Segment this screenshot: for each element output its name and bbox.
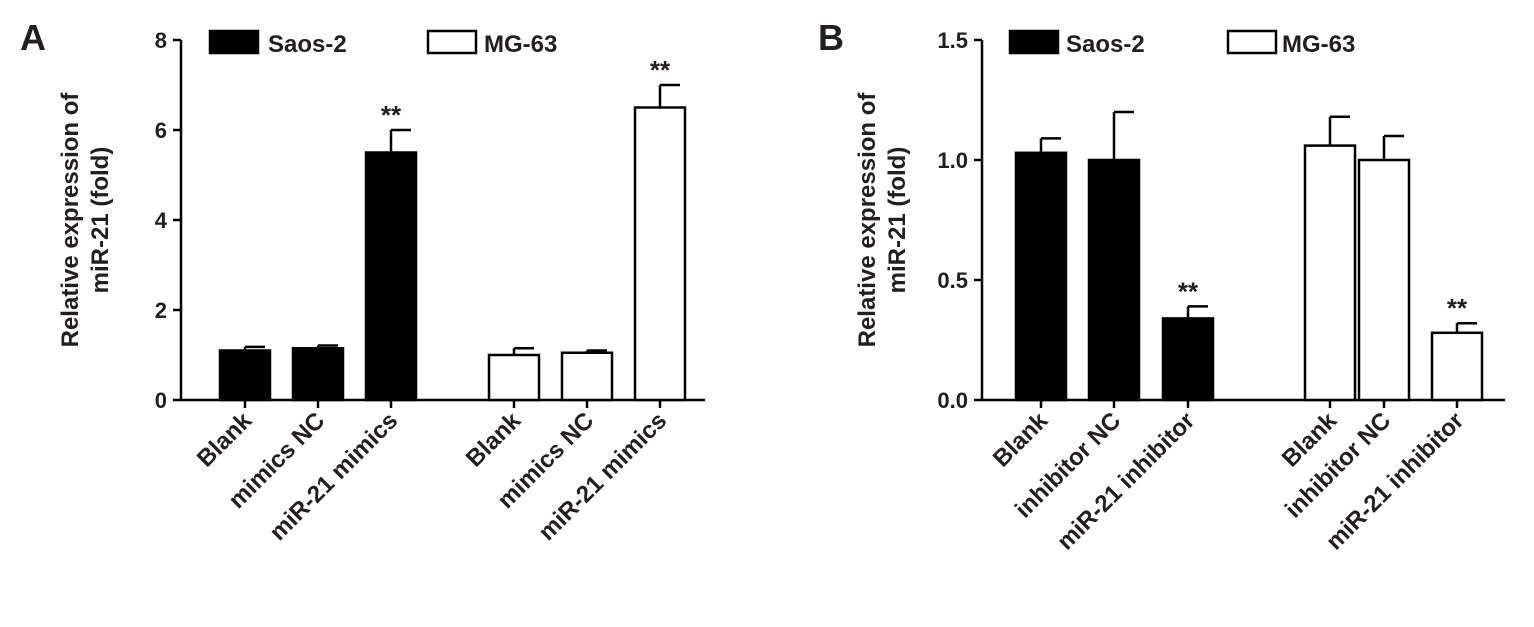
x-tick-label: Blank bbox=[461, 407, 527, 473]
bar bbox=[633, 106, 687, 402]
y-tick-label: 6 bbox=[155, 118, 167, 143]
bar bbox=[1430, 331, 1484, 402]
bar bbox=[487, 353, 541, 402]
y-tick-label: 0.5 bbox=[937, 268, 968, 293]
panel-a: A Relative expression of miR-21 (fold) 0 2 4 6… bbox=[20, 17, 705, 546]
bar bbox=[291, 347, 345, 402]
y-tick-label: 2 bbox=[155, 298, 167, 323]
bar bbox=[1087, 158, 1141, 402]
y-axis-label-line: Relative expression of bbox=[854, 92, 881, 348]
legend-label-saos-2: Saos-2 bbox=[268, 31, 347, 58]
legend-label-mg-63: MG-63 bbox=[484, 31, 557, 58]
bar bbox=[560, 351, 614, 402]
bar bbox=[1014, 151, 1068, 402]
x-tick-label: miR-21 inhibitor bbox=[1321, 407, 1469, 555]
significance-mark: ** bbox=[650, 55, 671, 85]
y-tick-label: 1.5 bbox=[937, 28, 968, 53]
bar bbox=[364, 151, 418, 402]
significance-mark: ** bbox=[1178, 276, 1199, 306]
y-tick-label: 0 bbox=[155, 388, 167, 413]
x-tick-label: Blank bbox=[988, 407, 1054, 473]
y-axis-label-line: miR-21 (fold) bbox=[884, 147, 911, 294]
x-tick-label: Blank bbox=[192, 407, 258, 473]
panel-label: B bbox=[818, 17, 844, 58]
significance-mark: ** bbox=[1447, 293, 1468, 323]
bar bbox=[218, 349, 272, 402]
x-tick-label: miR-21 inhibitor bbox=[1052, 407, 1200, 555]
y-axis-label-line: miR-21 (fold) bbox=[87, 147, 114, 294]
panel-b: B Relative expression of miR-21 (fold) 0.0 0… bbox=[818, 17, 1505, 555]
x-tick-label: miR-21 mimics bbox=[264, 407, 403, 546]
legend-swatch-saos-2 bbox=[1008, 29, 1060, 55]
y-tick-label: 8 bbox=[155, 28, 167, 53]
x-tick-label: miR-21 mimics bbox=[533, 407, 672, 546]
y-tick-label: 1.0 bbox=[937, 148, 968, 173]
panel-label: A bbox=[20, 17, 46, 58]
y-tick-label: 4 bbox=[155, 208, 168, 233]
bar bbox=[1303, 144, 1357, 402]
y-tick-label: 0.0 bbox=[937, 388, 968, 413]
legend-swatch-saos-2 bbox=[208, 29, 260, 55]
legend-swatch-mg-63 bbox=[426, 29, 478, 55]
legend-label-saos-2: Saos-2 bbox=[1066, 31, 1145, 58]
bar bbox=[1161, 317, 1215, 402]
significance-mark: ** bbox=[381, 100, 402, 130]
legend-swatch-mg-63 bbox=[1226, 29, 1278, 55]
bar bbox=[1357, 158, 1411, 402]
y-axis-label-line: Relative expression of bbox=[57, 92, 84, 348]
legend-label-mg-63: MG-63 bbox=[1282, 31, 1355, 58]
